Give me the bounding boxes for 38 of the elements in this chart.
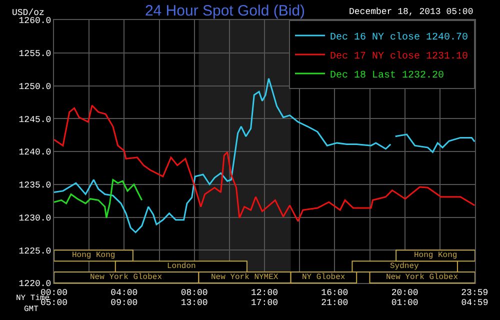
x2-tick-label: 17:00 (250, 298, 278, 308)
y-tick-label: 1250.0 (18, 82, 52, 92)
x2-tick-label: 13:00 (180, 298, 208, 308)
y-tick-label: 1220.0 (18, 279, 52, 290)
line-series (54, 179, 143, 219)
y-tick-label: 1240.0 (18, 148, 52, 158)
band-label: New York NYMEX (211, 273, 278, 282)
band-label: Hong Kong (72, 251, 116, 260)
chart-title: 24 Hour Spot Gold (Bid) (144, 2, 306, 20)
band-label: NY Globex (302, 273, 346, 282)
y-tick-label: 1225.0 (18, 246, 52, 256)
x-tick-label: 08:00 (180, 288, 208, 298)
legend-label: Dec 16 NY close 1240.70 (330, 31, 468, 44)
band-label: New York Globex (386, 273, 458, 282)
band-label: Sydney (390, 262, 420, 271)
y-tick-label: 1230.0 (18, 213, 52, 224)
x-tick-label: 12:00 (250, 288, 278, 298)
chart-subtitle: December 18, 2013 05:00 (349, 7, 474, 17)
y-tick-label: 1245.0 (18, 114, 52, 125)
band-label: London (167, 262, 196, 271)
band-label: New York Globex (90, 273, 162, 282)
line-series (54, 104, 475, 222)
x2-tick-label: 04:59 (461, 298, 488, 308)
x-tick-label: 20:00 (391, 288, 418, 298)
x-tick-label: 16:00 (321, 288, 348, 298)
y-axis-title: USD/oz (12, 8, 44, 18)
x2-tick-label: 21:00 (321, 298, 348, 308)
y-tick-label: 1235.0 (18, 180, 52, 191)
x2-tick-label: 09:00 (110, 298, 138, 308)
x-tick-label: 23:59 (461, 288, 488, 298)
y-tick-label: 1255.0 (18, 49, 52, 60)
x2-tick-label: 01:00 (391, 298, 418, 308)
legend-label: Dec 17 NY close 1231.10 (330, 50, 468, 62)
y-tick-label: 1260.0 (18, 16, 52, 26)
x-tick-label: 04:00 (110, 288, 138, 298)
band-label: Hong Kong (414, 251, 458, 260)
x2-axis-title: GMT (24, 305, 39, 314)
legend-label: Dec 18 Last 1232.20 (330, 70, 444, 82)
